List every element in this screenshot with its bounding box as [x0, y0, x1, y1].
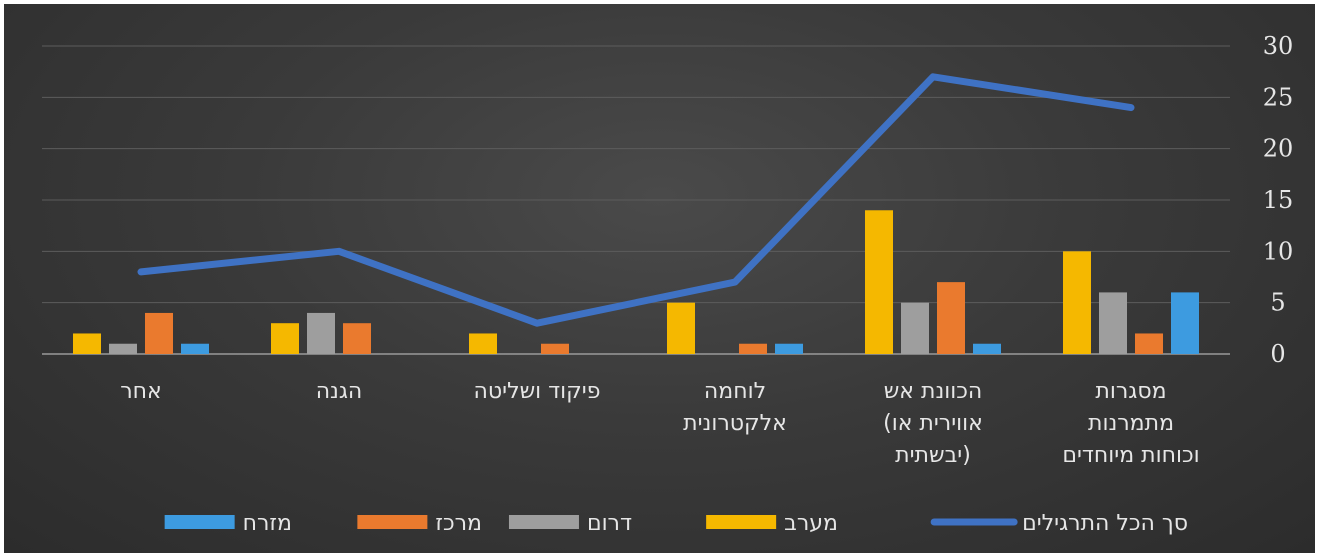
chart-background — [4, 4, 1315, 553]
legend-swatch — [508, 515, 579, 529]
total-line-layer — [137, 73, 1135, 327]
bar — [145, 312, 173, 354]
bar — [541, 343, 569, 354]
bar — [739, 343, 767, 354]
bar — [937, 282, 965, 354]
bar — [775, 343, 803, 354]
category-label: לוחמה אלקטרונית — [683, 379, 787, 436]
category-label-line: מתמרנות — [1088, 411, 1174, 436]
category-label-line: לוחמה — [704, 379, 766, 404]
bar — [271, 323, 299, 354]
category-label-line: יבשתית) — [895, 443, 971, 468]
category-label-line: וכוחות מיוחדים — [1062, 443, 1199, 468]
bar — [73, 333, 101, 354]
y-tick-label: 0 — [1270, 340, 1285, 368]
y-tick-label: 15 — [1263, 186, 1294, 214]
y-axis-ticks: 0 5 10 15 20 25 30 — [1263, 32, 1294, 368]
legend-swatch — [164, 515, 235, 529]
legend-label: דרום — [587, 511, 632, 536]
bar — [343, 323, 371, 354]
y-tick-label: 10 — [1263, 237, 1294, 265]
category-label-line: אלקטרונית — [683, 411, 787, 436]
category-label-line: (אווירית או — [883, 411, 983, 436]
category-label: פיקוד ושליטה — [474, 379, 601, 404]
legend-label: מרכז — [435, 511, 482, 536]
category-label-line: פיקוד ושליטה — [474, 379, 601, 404]
bars — [73, 210, 1199, 354]
bar — [1063, 251, 1091, 354]
category-label: מסגרות מתמרנות וכוחות מיוחדים — [1062, 379, 1199, 468]
bar — [865, 210, 893, 354]
bar — [667, 302, 695, 354]
bar — [1171, 292, 1199, 354]
category-labels: מסגרות מתמרנות וכוחות מיוחדים הכוונת אש (אוו… — [120, 379, 1199, 468]
category-label-line: הכוונת אש — [884, 379, 983, 404]
category-label: הכוונת אש (אווירית או יבשתית) — [883, 379, 983, 468]
legend-label: מערב — [784, 511, 838, 536]
legend: סך הכל התרגילים מערב דרום מרכז מזרח — [164, 511, 1188, 536]
bar — [109, 343, 137, 354]
bar — [307, 312, 335, 354]
bar — [469, 333, 497, 354]
y-tick-label: 5 — [1270, 289, 1285, 317]
y-tick-label: 20 — [1263, 135, 1294, 163]
category-label: אחר — [120, 379, 162, 404]
y-tick-label: 25 — [1263, 83, 1294, 111]
bar — [1099, 292, 1127, 354]
category-label-line: מסגרות — [1095, 379, 1166, 404]
bar — [901, 302, 929, 354]
y-tick-label: 30 — [1263, 32, 1294, 60]
legend-label: סך הכל התרגילים — [1022, 511, 1188, 536]
legend-label: מזרח — [243, 511, 292, 536]
bar — [181, 343, 209, 354]
legend-swatch — [357, 515, 428, 529]
total-line — [137, 73, 1135, 327]
category-label-line: אחר — [120, 379, 162, 404]
category-label: הגנה — [316, 379, 363, 404]
category-label-line: הגנה — [316, 379, 363, 404]
bar — [1135, 333, 1163, 354]
legend-swatch — [706, 515, 777, 529]
bar — [973, 343, 1001, 354]
